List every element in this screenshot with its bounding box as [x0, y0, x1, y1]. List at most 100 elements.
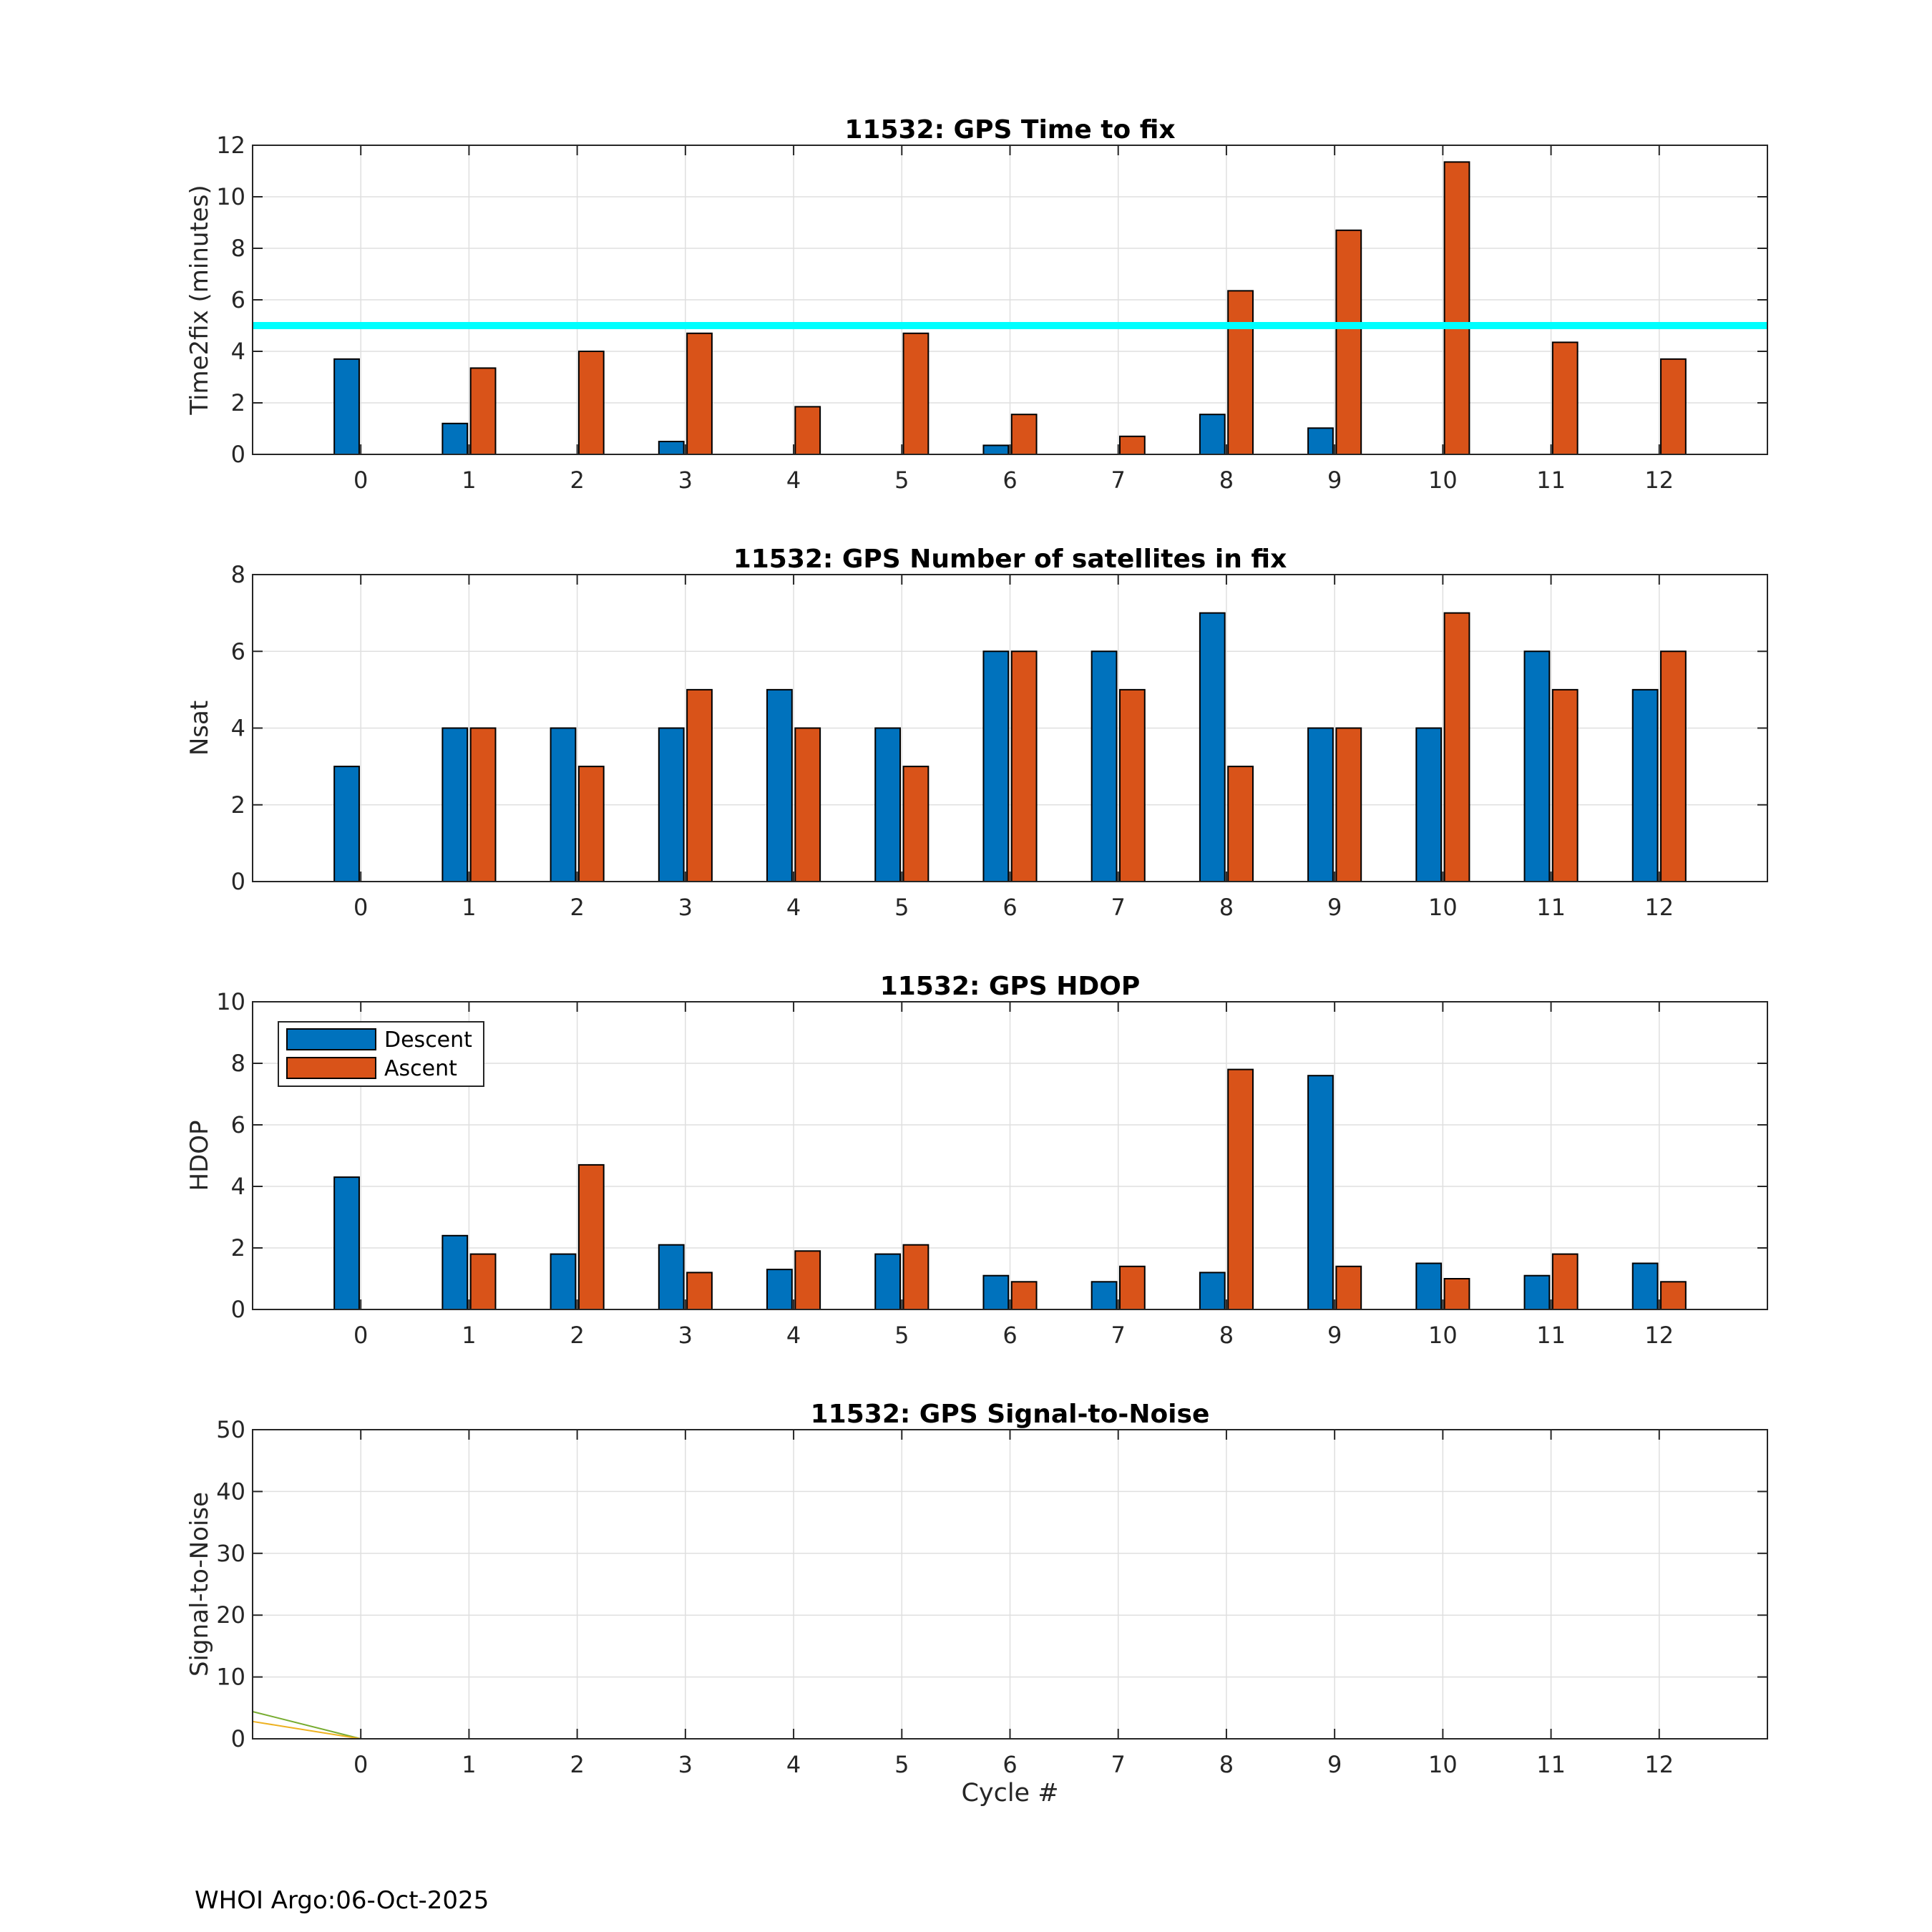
y-tick-label: 2 [231, 1234, 245, 1262]
chart-title: 11532: GPS Number of satellites in fix [733, 545, 1287, 574]
y-tick-label: 30 [216, 1540, 245, 1567]
bar-descent-cycle-12 [1631, 688, 1659, 882]
bar-ascent-cycle-12 [1660, 358, 1687, 455]
bar-descent-cycle-0 [333, 766, 360, 882]
bar-descent-cycle-1 [441, 727, 469, 882]
bar-descent-cycle-4 [766, 1269, 793, 1310]
bar-ascent-cycle-6 [1010, 414, 1038, 456]
bar-descent-cycle-2 [550, 1253, 577, 1310]
bar-ascent-cycle-8 [1227, 290, 1254, 455]
bar-ascent-cycle-4 [794, 406, 821, 456]
x-tick-label: 7 [1111, 1751, 1126, 1778]
bar-ascent-cycle-5 [902, 1244, 930, 1310]
x-tick-label: 7 [1111, 467, 1126, 494]
x-tick-label: 9 [1327, 1322, 1342, 1349]
x-tick-label: 7 [1111, 1322, 1126, 1349]
bar-descent-cycle-5 [874, 1253, 902, 1310]
y-tick-label: 0 [231, 1296, 245, 1323]
bar-descent-cycle-6 [982, 1274, 1010, 1310]
x-tick-label: 3 [678, 894, 693, 921]
x-tick-label: 0 [353, 894, 368, 921]
legend-swatch-ascent [286, 1057, 376, 1079]
chart-title: 11532: GPS Time to fix [844, 115, 1175, 145]
bar-ascent-cycle-1 [469, 1253, 497, 1310]
x-tick-label: 0 [353, 1322, 368, 1349]
bar-descent-cycle-8 [1199, 414, 1226, 456]
legend: Descent Ascent [278, 1021, 484, 1087]
bar-descent-cycle-9 [1307, 1075, 1334, 1310]
x-tick-label: 6 [1002, 1751, 1017, 1778]
bar-ascent-cycle-1 [469, 727, 497, 882]
x-tick-label: 2 [570, 894, 584, 921]
y-tick-label: 8 [231, 1050, 245, 1077]
y-axis-label: HDOP [185, 1120, 214, 1191]
y-tick-label: 10 [216, 988, 245, 1015]
x-tick-label: 10 [1428, 1322, 1458, 1349]
bar-descent-cycle-7 [1091, 1281, 1118, 1311]
bar-ascent-cycle-5 [902, 766, 930, 882]
bar-ascent-cycle-2 [577, 1163, 605, 1311]
bar-descent-cycle-6 [982, 650, 1010, 882]
x-tick-label: 1 [462, 1322, 476, 1349]
bar-ascent-cycle-11 [1551, 341, 1579, 455]
x-tick-label: 10 [1428, 467, 1458, 494]
x-tick-label: 5 [894, 1751, 909, 1778]
y-axis-label: Signal-to-Noise [185, 1492, 214, 1677]
x-tick-label: 10 [1428, 1751, 1458, 1778]
y-tick-label: 4 [231, 338, 245, 365]
x-tick-label: 9 [1327, 1751, 1342, 1778]
chart-title: 11532: GPS Signal-to-Noise [811, 1400, 1210, 1429]
x-tick-label: 6 [1002, 467, 1017, 494]
bar-ascent-cycle-9 [1335, 229, 1362, 455]
x-tick-label: 4 [786, 1322, 801, 1349]
bar-ascent-cycle-12 [1660, 650, 1687, 882]
bar-ascent-cycle-9 [1335, 1265, 1362, 1311]
bar-ascent-cycle-4 [794, 1250, 821, 1311]
x-tick-label: 3 [678, 1322, 693, 1349]
x-tick-label: 3 [678, 1751, 693, 1778]
bar-descent-cycle-8 [1199, 612, 1226, 882]
x-tick-label: 11 [1536, 467, 1566, 494]
legend-label-descent: Descent [384, 1028, 472, 1053]
y-tick-label: 6 [231, 1111, 245, 1138]
y-tick-label: 6 [231, 286, 245, 313]
bar-descent-cycle-1 [441, 422, 469, 455]
bar-ascent-cycle-10 [1443, 612, 1470, 882]
y-tick-label: 20 [216, 1601, 245, 1629]
y-tick-label: 0 [231, 868, 245, 895]
bar-descent-cycle-10 [1415, 1262, 1443, 1310]
bar-descent-cycle-5 [874, 727, 902, 882]
bar-ascent-cycle-7 [1118, 688, 1146, 882]
bar-ascent-cycle-11 [1551, 688, 1579, 882]
y-tick-label: 0 [231, 1725, 245, 1752]
x-tick-label: 0 [353, 467, 368, 494]
y-tick-label: 2 [231, 389, 245, 416]
y-tick-label: 6 [231, 638, 245, 665]
x-tick-label: 12 [1644, 894, 1674, 921]
x-tick-label: 4 [786, 894, 801, 921]
bar-descent-cycle-11 [1523, 650, 1551, 882]
y-tick-label: 2 [231, 791, 245, 819]
y-tick-label: 10 [216, 183, 245, 210]
y-tick-label: 0 [231, 441, 245, 468]
y-axis-label: Time2fix (minutes) [185, 185, 214, 415]
x-tick-label: 12 [1644, 1322, 1674, 1349]
x-tick-label: 4 [786, 1751, 801, 1778]
y-tick-label: 12 [216, 132, 245, 159]
bar-descent-cycle-7 [1091, 650, 1118, 882]
bar-descent-cycle-4 [766, 688, 793, 882]
y-tick-label: 4 [231, 715, 245, 742]
bar-ascent-cycle-5 [902, 332, 930, 455]
bar-ascent-cycle-3 [686, 332, 713, 455]
x-tick-label: 8 [1219, 894, 1234, 921]
x-tick-label: 5 [894, 467, 909, 494]
y-tick-label: 10 [216, 1664, 245, 1691]
bar-ascent-cycle-12 [1660, 1281, 1687, 1311]
x-tick-label: 5 [894, 1322, 909, 1349]
bar-descent-cycle-0 [333, 1176, 360, 1310]
x-tick-label: 2 [570, 1322, 584, 1349]
